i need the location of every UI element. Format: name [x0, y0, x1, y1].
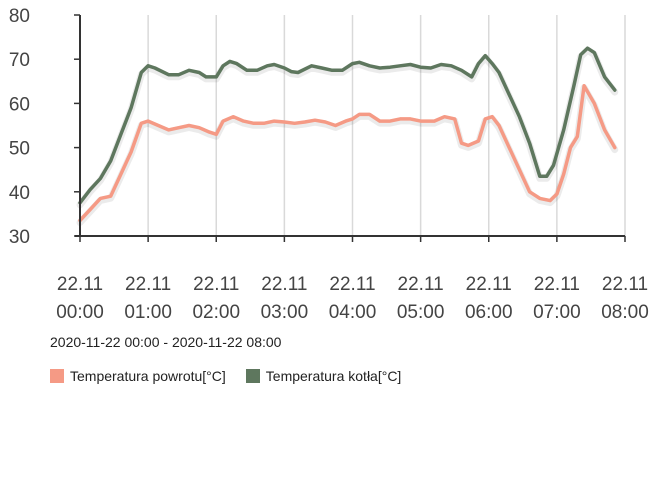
- x-tick-label: 22.11 07:00: [533, 274, 581, 323]
- x-tick-label: 22.11 02:00: [192, 274, 240, 323]
- legend-item-1[interactable]: Temperatura powrotu[°C]: [50, 368, 226, 384]
- legend-swatch: [50, 369, 64, 383]
- y-tick-label: 50: [9, 139, 30, 160]
- y-tick-label: 40: [9, 183, 30, 204]
- y-tick-label: 80: [9, 6, 30, 27]
- x-tick-label: 22.11 03:00: [261, 274, 309, 323]
- y-tick-label: 60: [9, 94, 30, 115]
- date-range-label: 2020-11-22 00:00 - 2020-11-22 08:00: [50, 334, 282, 350]
- series-line-1: [78, 83, 617, 223]
- x-tick-label: 22.11 01:00: [124, 274, 172, 323]
- y-tick-label: 30: [9, 227, 30, 248]
- x-tick-label: 22.11 00:00: [56, 274, 104, 323]
- legend-label: Temperatura kotła[°C]: [265, 368, 402, 384]
- legend-label: Temperatura powrotu[°C]: [70, 368, 226, 384]
- y-axis-ticks: 30 40 50 60 70 80: [9, 6, 80, 248]
- legend: Temperatura powrotu[°C] Temperatura kotła…: [50, 368, 421, 384]
- line-chart: 30 40 50 60 70 80 22.11 00:00 22.11 01:00 22.11 02…: [9, 6, 649, 323]
- axes: [75, 15, 625, 237]
- x-tick-label: 22.11 06:00: [465, 274, 513, 323]
- y-tick-label: 70: [9, 50, 30, 71]
- x-tick-label: 22.11 08:00: [601, 274, 649, 323]
- x-tick-label: 22.11 05:00: [397, 274, 445, 323]
- x-axis-ticks: 22.11 00:00 22.11 01:00 22.11 02:00 22.11 03:00…: [56, 236, 649, 323]
- series-group: [76, 46, 619, 226]
- series-line-2: [78, 46, 617, 205]
- x-tick-label: 22.11 04:00: [329, 274, 377, 323]
- grid-lines: [147, 15, 626, 236]
- legend-item-2[interactable]: Temperatura kotła[°C]: [245, 368, 402, 384]
- legend-swatch: [245, 369, 260, 383]
